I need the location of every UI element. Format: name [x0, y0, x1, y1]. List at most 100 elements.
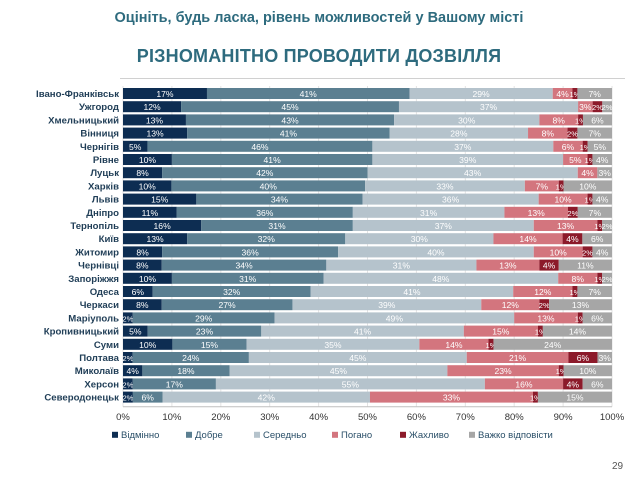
page-number: 29	[612, 461, 624, 472]
bar-segment	[123, 246, 163, 258]
bar-segment	[162, 246, 339, 258]
data-label: 32%	[223, 287, 241, 297]
bar-segment	[161, 299, 293, 311]
bar-segment	[597, 352, 612, 363]
category-label: Чернігів	[80, 142, 119, 153]
data-label: 16%	[515, 379, 533, 389]
data-label: 10%	[550, 247, 568, 257]
legend-label: Погано	[341, 430, 372, 441]
data-label: 46%	[251, 142, 269, 152]
bar-segment	[563, 180, 612, 192]
legend-label: Жахливо	[409, 430, 449, 441]
data-label: 29%	[473, 89, 491, 99]
data-label: 18%	[177, 366, 195, 376]
data-label: 13%	[537, 313, 555, 323]
category-label: Маріуполь	[68, 313, 119, 324]
data-label: 1%	[594, 222, 605, 231]
data-label: 31%	[393, 261, 411, 271]
bar-segment	[142, 365, 230, 377]
category-label: Черкаси	[80, 300, 119, 311]
data-label: 4%	[566, 234, 579, 244]
data-label: 3%	[599, 353, 612, 363]
category-label: Хмельницький	[48, 115, 119, 126]
data-label: 23%	[494, 366, 512, 376]
data-label: 36%	[242, 247, 260, 257]
bar-segment	[372, 140, 554, 152]
x-tick-label: 20%	[211, 412, 231, 423]
bar-segment	[162, 167, 368, 179]
data-label: 7%	[536, 181, 549, 191]
data-label: 5%	[569, 155, 582, 165]
category-label: Ужгород	[79, 102, 119, 113]
data-label: 42%	[256, 168, 274, 178]
data-label: 10%	[139, 181, 157, 191]
data-label: 2%	[122, 354, 133, 363]
bar-segment	[419, 338, 489, 350]
bar-segment	[123, 259, 162, 271]
data-label: 13%	[147, 234, 165, 244]
category-label: Харків	[88, 181, 119, 192]
bar-segment	[528, 127, 568, 139]
data-label: 14%	[569, 327, 587, 337]
data-label: 8%	[572, 274, 585, 284]
bar-segment	[365, 180, 525, 192]
data-label: 28%	[450, 129, 468, 139]
data-label: 31%	[239, 274, 257, 284]
bar-segment	[524, 180, 559, 192]
data-label: 10%	[139, 274, 157, 284]
bar-segment	[567, 206, 578, 218]
data-label: 1%	[594, 275, 605, 284]
bar-segment	[248, 352, 467, 363]
x-tick-label: 30%	[260, 412, 280, 423]
x-tick-label: 70%	[456, 412, 476, 423]
x-tick-label: 60%	[407, 412, 427, 423]
data-label: 13%	[557, 221, 575, 231]
data-label: 34%	[235, 261, 253, 271]
bar-segment	[362, 193, 539, 205]
data-label: 43%	[464, 168, 482, 178]
bar-segment	[476, 259, 540, 271]
data-label: 7%	[589, 129, 602, 139]
bar-segment	[246, 338, 420, 350]
bar-segment	[367, 167, 578, 179]
data-label: 36%	[256, 208, 274, 218]
bar-segment	[310, 286, 514, 297]
data-label: 11%	[577, 261, 594, 271]
title-divider	[120, 78, 625, 79]
bar-segment	[123, 220, 202, 231]
data-label: 5%	[594, 142, 607, 152]
category-label: Житомир	[74, 247, 119, 258]
legend-label: Відмінно	[121, 430, 159, 441]
bar-segment	[504, 206, 568, 218]
bar-segment	[123, 325, 148, 337]
data-label: 2%	[567, 130, 578, 139]
bar-segment	[123, 154, 172, 165]
data-label: 33%	[443, 393, 461, 403]
data-label: 30%	[458, 115, 476, 125]
data-label: 10%	[579, 366, 597, 376]
bar-segment	[187, 127, 390, 139]
data-label: 4%	[567, 379, 580, 389]
data-label: 6%	[591, 379, 604, 389]
data-label: 45%	[349, 353, 367, 363]
category-label: Чернівці	[78, 261, 119, 272]
data-label: 7%	[589, 287, 602, 297]
data-label: 15%	[566, 393, 584, 403]
data-label: 3%	[598, 168, 611, 178]
data-label: 2%	[602, 222, 613, 231]
bar-segment	[447, 365, 559, 377]
bar-segment	[552, 88, 573, 99]
bar-segment	[123, 193, 197, 205]
bar-segment	[563, 378, 583, 390]
data-label: 37%	[480, 102, 498, 112]
bar-segment	[582, 233, 612, 245]
bar-segment	[261, 325, 464, 337]
data-label: 30%	[411, 234, 429, 244]
bar-segment	[488, 338, 494, 350]
page-title: Оцініть, будь ласка, рівень можливостей …	[114, 10, 524, 26]
data-label: 21%	[509, 353, 527, 363]
bar-segment	[582, 378, 612, 390]
bar-segment	[369, 391, 533, 403]
data-label: 1%	[485, 341, 496, 350]
bar-segment	[372, 154, 564, 165]
